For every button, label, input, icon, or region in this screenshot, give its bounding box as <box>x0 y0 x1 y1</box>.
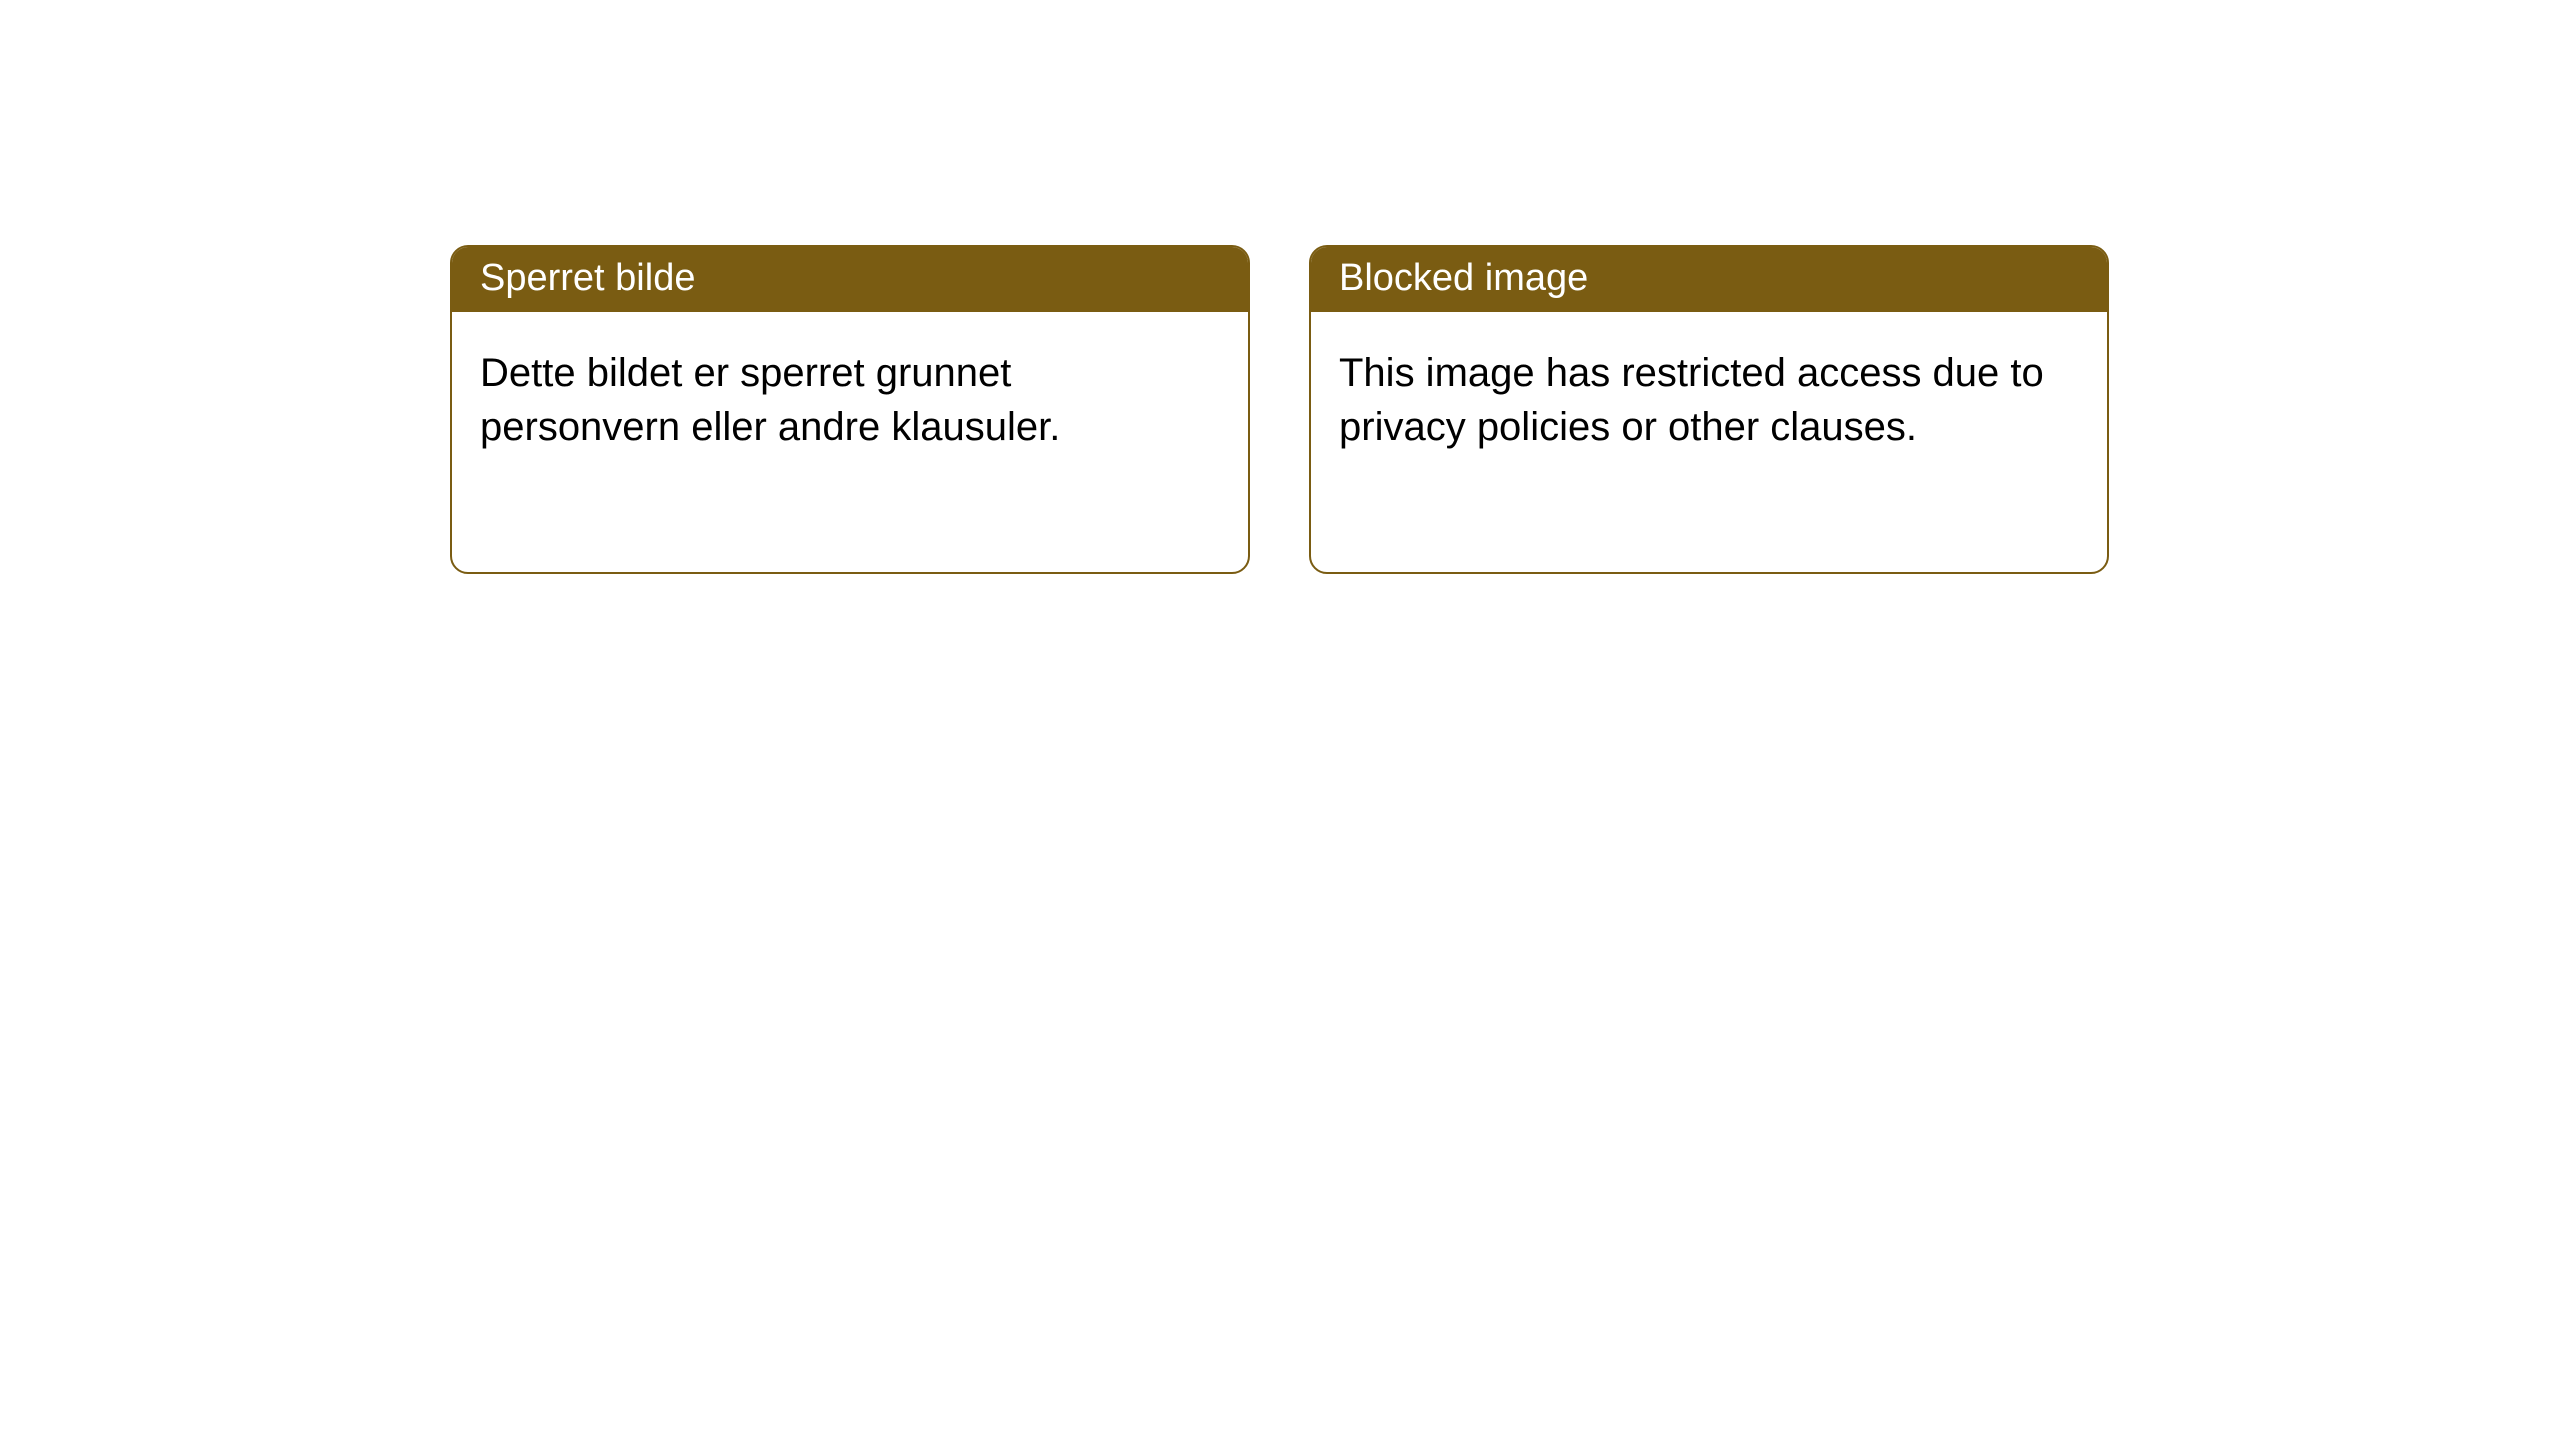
notice-container: Sperret bilde Dette bildet er sperret gr… <box>0 0 2560 574</box>
notice-text-norwegian: Dette bildet er sperret grunnet personve… <box>480 351 1060 449</box>
notice-title-english: Blocked image <box>1339 257 1588 299</box>
notice-title-norwegian: Sperret bilde <box>480 257 695 299</box>
notice-card-english: Blocked image This image has restricted … <box>1309 245 2109 574</box>
notice-header-english: Blocked image <box>1311 247 2107 312</box>
notice-body-english: This image has restricted access due to … <box>1311 312 2107 572</box>
notice-text-english: This image has restricted access due to … <box>1339 351 2044 449</box>
notice-header-norwegian: Sperret bilde <box>452 247 1248 312</box>
notice-body-norwegian: Dette bildet er sperret grunnet personve… <box>452 312 1248 572</box>
notice-card-norwegian: Sperret bilde Dette bildet er sperret gr… <box>450 245 1250 574</box>
